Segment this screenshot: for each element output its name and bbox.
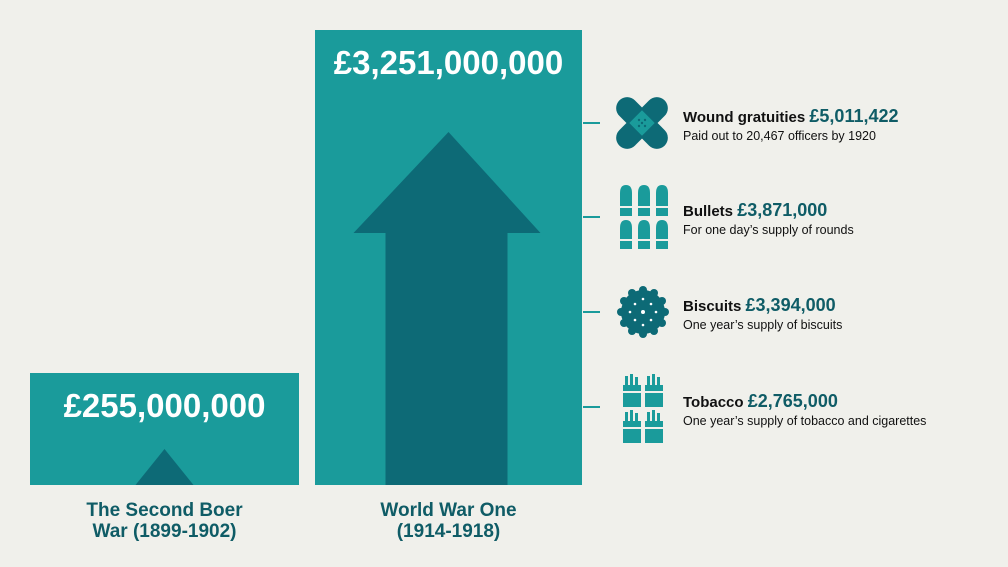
category-label-boer-war: The Second Boer War (1899-1902) [20, 500, 309, 542]
item-note: One year’s supply of biscuits [683, 318, 843, 332]
breakdown-item-tobacco: Tobacco £2,765,000 One year’s supply of … [683, 391, 1003, 428]
item-label: Tobacco [683, 394, 744, 411]
category-label-line: World War One [380, 500, 517, 521]
bandage-icon [616, 97, 668, 149]
breakdown-item-wound: Wound gratuities £5,011,422 Paid out to … [683, 106, 1003, 143]
item-label: Bullets [683, 203, 734, 220]
cigarettes-icon [623, 374, 663, 443]
bar-value-boer-war: £255,000,000 [63, 387, 266, 424]
item-amount: £5,011,422 [809, 106, 899, 126]
bar-value-world-war-one: £3,251,000,000 [333, 44, 564, 81]
arrow-boer-war [135, 449, 194, 485]
item-note: One year’s supply of tobacco and cigaret… [683, 414, 927, 428]
item-amount: £2,765,000 [747, 391, 838, 411]
bullets-icon [620, 185, 668, 249]
item-amount: £3,871,000 [737, 200, 828, 220]
category-label-line: War (1899-1902) [92, 521, 237, 542]
category-label-world-war-one: World War One (1914-1918) [305, 500, 592, 542]
breakdown-item-biscuits: Biscuits £3,394,000 One year’s supply of… [683, 295, 1003, 332]
category-label-line: (1914-1918) [396, 521, 501, 542]
item-label: Wound gratuities [683, 109, 806, 126]
breakdown-item-bullets: Bullets £3,871,000 For one day’s supply … [683, 200, 1003, 237]
item-note: Paid out to 20,467 officers by 1920 [683, 129, 876, 143]
item-amount: £3,394,000 [745, 295, 836, 315]
biscuit-icon [617, 286, 669, 338]
category-label-line: The Second Boer [86, 500, 243, 521]
arrow-world-war-one [353, 132, 541, 485]
item-note: For one day’s supply of rounds [683, 223, 854, 237]
item-label: Biscuits [683, 298, 742, 315]
